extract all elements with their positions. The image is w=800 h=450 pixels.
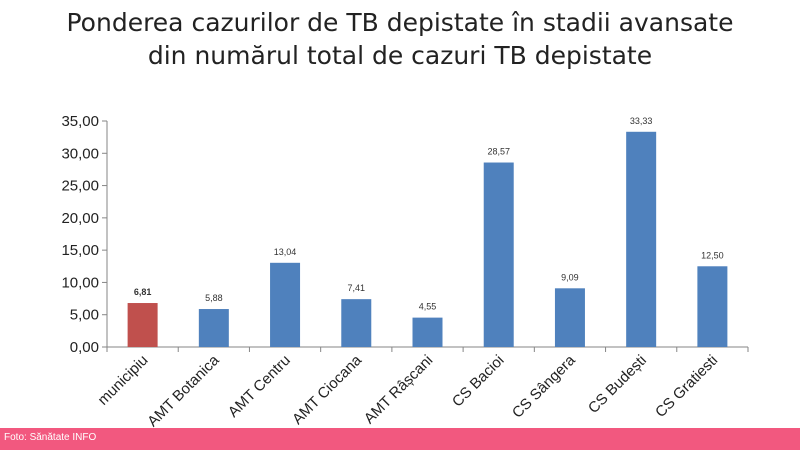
x-tick-label: CS Bacioi — [449, 352, 508, 411]
bar — [412, 317, 443, 347]
data-label: 6,81 — [134, 287, 152, 297]
y-tick-label: 20,00 — [61, 210, 99, 227]
data-label: 28,57 — [487, 147, 510, 157]
x-tick-label: municipiu — [95, 352, 152, 409]
bar — [697, 266, 728, 347]
data-label: 5,88 — [205, 293, 223, 303]
chart-title-line-1: Ponderea cazurilor de TB depistate în st… — [66, 8, 734, 37]
data-label: 13,04 — [274, 247, 297, 257]
bar — [127, 303, 158, 347]
bar — [554, 288, 585, 347]
x-tick-label: CS Gratiesti — [652, 352, 721, 421]
y-tick-label: 30,00 — [61, 145, 99, 162]
y-tick-label: 5,00 — [70, 307, 99, 324]
bar-chart: 0,00 5,00 10,00 15,00 20,00 25,00 30,00 35,00 6,… — [61, 113, 749, 430]
data-label: 33,33 — [630, 116, 653, 126]
x-tick-label: CS Budești — [585, 352, 650, 417]
photo-credit: Foto: Sănătate INFO — [4, 432, 97, 443]
x-tick-label: CS Sângera — [509, 351, 579, 421]
x-tick-label: AMT Râșcani — [361, 352, 436, 427]
data-label: 9,09 — [561, 272, 579, 282]
chart-title: Ponderea cazurilor de TB depistate în st… — [0, 6, 800, 72]
photo-credit-bar: Foto: Sănătate INFO — [0, 428, 800, 450]
y-tick-label: 15,00 — [61, 242, 99, 259]
bar — [198, 309, 229, 347]
y-tick-label: 0,00 — [70, 339, 99, 356]
x-tick-label: AMT Ciocana — [289, 351, 366, 428]
bar — [626, 131, 657, 347]
chart-title-line-2: din numărul total de cazuri TB depistate — [147, 41, 653, 70]
x-tick-label: AMT Centru — [225, 352, 294, 421]
bar — [270, 262, 301, 347]
y-tick-label: 10,00 — [61, 274, 99, 291]
data-label: 7,41 — [348, 283, 366, 293]
x-tick-label: AMT Botanica — [144, 351, 223, 430]
data-label: 4,55 — [419, 302, 437, 312]
y-tick-label: 25,00 — [61, 178, 99, 195]
bar — [341, 299, 372, 347]
data-label: 12,50 — [701, 250, 724, 260]
bar — [483, 162, 514, 347]
y-tick-label: 35,00 — [61, 113, 99, 130]
